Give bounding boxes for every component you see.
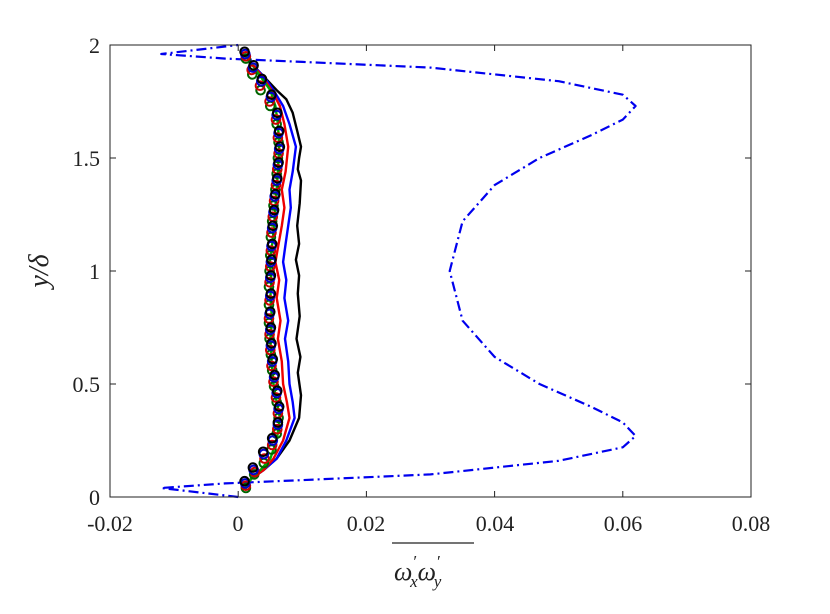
series-point bbox=[265, 322, 277, 333]
series-point bbox=[266, 227, 277, 238]
series-point bbox=[266, 439, 278, 451]
ticks-layer bbox=[109, 44, 752, 498]
x-tick-label: 0.04 bbox=[476, 511, 515, 536]
x-axis-label-text: ω′ xω′ y bbox=[394, 552, 442, 591]
y-axis-label: y/δ bbox=[24, 253, 55, 290]
series-line bbox=[243, 53, 303, 491]
y-tick-label: 2 bbox=[89, 33, 100, 58]
series-point bbox=[273, 157, 284, 168]
series-point bbox=[265, 270, 277, 281]
y-tick-label: 0.5 bbox=[73, 372, 101, 397]
series-layer bbox=[160, 43, 637, 499]
series-point bbox=[264, 295, 275, 306]
series-point bbox=[265, 288, 277, 299]
series-point bbox=[273, 401, 285, 412]
series-point bbox=[272, 173, 283, 184]
series-point bbox=[265, 344, 276, 356]
series-point bbox=[259, 453, 270, 464]
y-tick-label: 1 bbox=[89, 259, 100, 284]
series-point bbox=[267, 353, 279, 365]
x-tick-label: -0.02 bbox=[87, 511, 133, 536]
series-point bbox=[272, 417, 284, 428]
series-point bbox=[266, 89, 277, 100]
series-point bbox=[257, 446, 269, 458]
series-point bbox=[272, 385, 283, 397]
x-tick-label: 0.08 bbox=[732, 511, 771, 536]
series-point bbox=[266, 432, 278, 444]
series-point bbox=[270, 392, 282, 403]
series-point bbox=[266, 254, 277, 266]
series-point bbox=[266, 238, 278, 250]
series-line bbox=[160, 43, 637, 499]
series-point bbox=[248, 60, 259, 71]
series-point bbox=[264, 277, 275, 288]
series-line bbox=[243, 53, 298, 491]
series-point bbox=[269, 369, 281, 381]
series-point bbox=[265, 306, 276, 318]
x-axis-label: ω′ xω′ y bbox=[392, 542, 474, 591]
series-point bbox=[268, 204, 280, 216]
series-point bbox=[273, 125, 285, 137]
series-point bbox=[254, 80, 266, 91]
series-point bbox=[266, 338, 277, 349]
y-tick-label: 0 bbox=[89, 485, 100, 510]
x-tick-label: 0.02 bbox=[347, 511, 386, 536]
series-point bbox=[270, 114, 282, 125]
series-point bbox=[267, 220, 279, 232]
series-point bbox=[239, 475, 250, 487]
series-point bbox=[266, 360, 277, 372]
series-point bbox=[264, 96, 275, 107]
series-point bbox=[256, 73, 268, 85]
x-tick-label: 0 bbox=[233, 511, 244, 536]
series-point bbox=[270, 188, 281, 200]
series-point bbox=[274, 141, 286, 152]
series-point bbox=[268, 376, 279, 388]
series-point bbox=[239, 46, 250, 58]
series-point bbox=[272, 423, 283, 435]
series-point bbox=[247, 462, 259, 473]
x-tick-label: 0.06 bbox=[604, 511, 643, 536]
y-tick-label: 1.5 bbox=[73, 146, 101, 171]
series-point bbox=[272, 107, 283, 119]
